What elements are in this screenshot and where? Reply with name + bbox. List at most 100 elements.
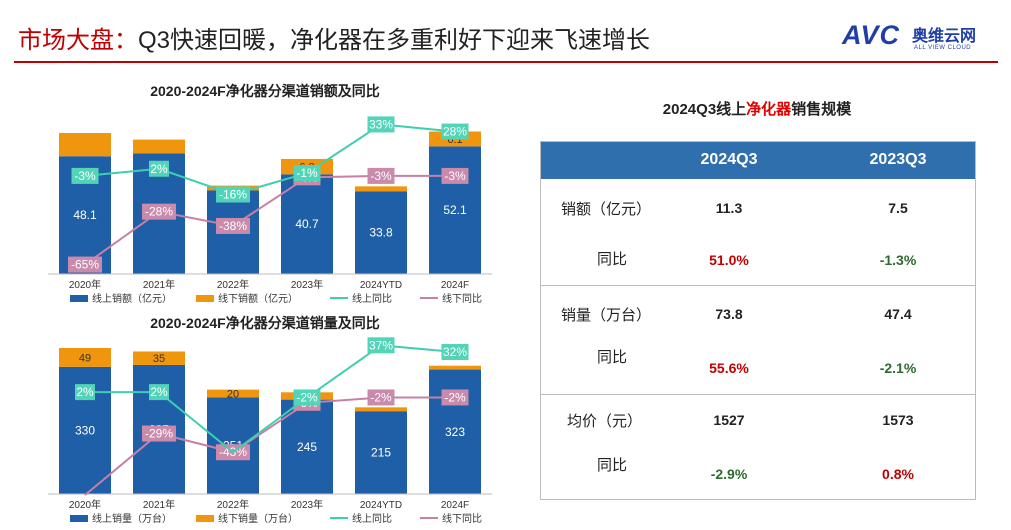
online-yoy-line-label-bg <box>293 165 321 182</box>
table-title-pre: 2024Q3线上 <box>662 101 747 118</box>
legend-label: 线上同比 <box>352 512 392 525</box>
price-yoy-2023q3: 0.8% <box>882 466 914 482</box>
online-value-label: 48.1 <box>73 208 97 222</box>
bar-offline <box>133 351 185 365</box>
online-yoy-line-label-bg <box>216 186 250 203</box>
offline-yoy-line-label: -28% <box>145 205 173 219</box>
amount-yoy-2024q3: 51.0% <box>709 252 749 268</box>
online-yoy-line-label: 37% <box>369 338 393 352</box>
online-value-label: 40.7 <box>295 217 319 231</box>
legend-label: 线上同比 <box>352 292 392 305</box>
row-label-volume-yoy: 同比 <box>597 349 628 366</box>
col-2024q3: 2024Q3 <box>700 151 758 168</box>
x-tick-label: 2020年 <box>69 498 101 511</box>
x-tick-label: 2024F <box>441 500 469 511</box>
x-tick-label: 2023年 <box>291 278 323 291</box>
legend-label: 线下同比 <box>442 292 482 305</box>
price-yoy-2024q3: -2.9% <box>710 466 748 482</box>
online-yoy-line-label-bg <box>71 167 99 184</box>
offline-yoy-line-label: -3% <box>444 169 466 183</box>
offline-yoy-line-label: -2% <box>444 390 466 404</box>
bar-offline <box>207 389 259 398</box>
offline-yoy-line-label: -2% <box>370 390 392 404</box>
chart-title: 2020-2024F净化器分渠道销额及同比 <box>150 83 380 99</box>
offline-yoy-line-label: -3% <box>370 169 392 183</box>
bar-offline <box>429 365 481 370</box>
legend-swatch <box>70 295 88 302</box>
bar-offline <box>355 407 407 412</box>
offline-yoy-line-label-bg <box>441 389 469 406</box>
legend-label: 线下销额（亿元） <box>218 292 298 305</box>
online-yoy-line-label-bg <box>149 384 169 401</box>
online-yoy-line-label-bg <box>441 344 469 361</box>
sales-volume-chart: 2020-2024F净化器分渠道销量及同比330492020年335352021… <box>48 315 492 525</box>
table-title: 2024Q3线上净化器销售规模 <box>540 98 974 119</box>
online-value-label: 215 <box>371 446 391 460</box>
offline-value-label: 35 <box>153 353 165 365</box>
offline-yoy-line-label: -29% <box>145 427 173 441</box>
offline-yoy-line-label-bg <box>142 425 176 442</box>
volume-2024q3: 73.8 <box>715 306 743 322</box>
bar-online <box>355 411 407 494</box>
row-label-amount: 销额（亿元） <box>561 201 652 218</box>
online-yoy-line-label: 2% <box>150 385 168 399</box>
x-tick-label: 2022年 <box>217 498 249 511</box>
row-divider <box>541 285 975 286</box>
offline-yoy-line-label-bg <box>68 256 102 273</box>
legend-swatch <box>196 515 214 522</box>
online-value-label: 323 <box>445 425 465 439</box>
online-yoy-line-label-bg <box>441 123 469 140</box>
page-title: 市场大盘：Q3快速回暖，净化器在多重利好下迎来飞速增长 <box>18 20 650 55</box>
online-yoy-line-label: -2% <box>296 390 318 404</box>
row-label-price: 均价（元） <box>567 413 643 430</box>
sales-scale-table: 2024Q3 2023Q3 销额（亿元） 11.3 7.5 同比 51.0% -… <box>540 141 976 500</box>
offline-value-label: 20 <box>227 388 239 400</box>
offline-yoy-line-label: -65% <box>71 258 99 272</box>
offline-yoy-line-label: -38% <box>219 219 247 233</box>
title-highlight: 市场大盘： <box>18 27 138 54</box>
table-title-highlight: 净化器 <box>746 101 792 118</box>
legend-swatch <box>196 295 214 302</box>
offline-yoy-line-label-bg <box>367 389 395 406</box>
logo-cn: 奥维云网 <box>912 28 977 45</box>
table-title-post: 销售规模 <box>791 101 852 118</box>
online-yoy-line-label: 28% <box>443 125 467 139</box>
row-label-volume: 销量（万台） <box>561 307 652 324</box>
online-yoy-line-label: 2% <box>150 162 168 176</box>
amount-2023q3: 7.5 <box>888 200 908 216</box>
price-2024q3: 1527 <box>713 412 745 428</box>
x-tick-label: 2022年 <box>217 278 249 291</box>
volume-2023q3: 47.4 <box>884 306 912 322</box>
online-yoy-line-label-bg <box>75 384 95 401</box>
logo-mark: AVC <box>842 20 901 50</box>
volume-yoy-2024q3: 55.6% <box>709 360 749 376</box>
online-value-label: 33.8 <box>369 226 393 240</box>
online-yoy-line-label: 33% <box>369 117 393 131</box>
online-yoy-line-label-bg <box>149 160 169 177</box>
x-tick-label: 2021年 <box>143 278 175 291</box>
x-tick-label: 2023年 <box>291 498 323 511</box>
offline-yoy-line-label-bg <box>367 167 395 184</box>
offline-yoy-line-label-bg <box>142 203 176 220</box>
title-text: Q3快速回暖，净化器在多重利好下迎来飞速增长 <box>138 27 651 54</box>
bar-offline <box>133 139 185 154</box>
online-yoy-line-label-bg <box>367 337 395 354</box>
header-divider <box>14 61 998 63</box>
logo-en: ALL VIEW CLOUD <box>914 45 972 51</box>
online-yoy-line-label-bg <box>293 389 321 406</box>
online-yoy-line-label: -3% <box>74 169 96 183</box>
offline-yoy-line-label-bg <box>216 217 250 234</box>
legend-label: 线下销量（万台） <box>218 512 298 525</box>
bar-offline <box>59 132 111 157</box>
chart-title: 2020-2024F净化器分渠道销量及同比 <box>150 315 380 331</box>
online-value-label: 52.1 <box>443 203 467 217</box>
legend-label: 线上销额（亿元） <box>92 292 172 305</box>
company-logo: AVC 奥维云网 ALL VIEW CLOUD <box>842 18 1002 58</box>
bar-online <box>429 146 481 274</box>
x-tick-label: 2020年 <box>69 278 101 291</box>
table-header: 2024Q3 2023Q3 <box>541 142 975 179</box>
offline-yoy-line-label-bg <box>441 167 469 184</box>
row-label-amount-yoy: 同比 <box>597 251 628 268</box>
legend-label: 线上销量（万台） <box>92 512 172 525</box>
bar-online <box>281 174 333 274</box>
